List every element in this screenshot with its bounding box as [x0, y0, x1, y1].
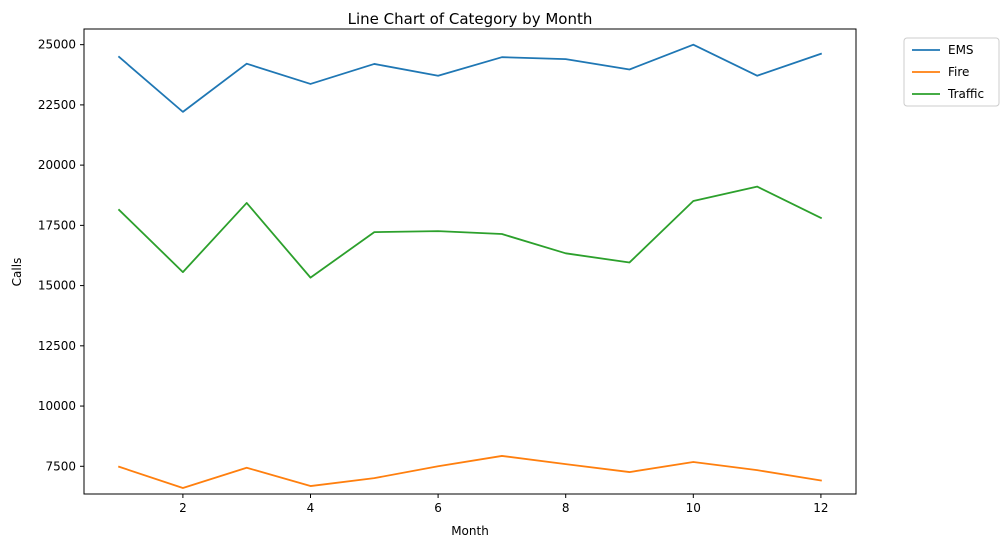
series-line-fire [117, 455, 822, 489]
legend-label-fire: Fire [948, 65, 969, 79]
x-tick-label: 8 [562, 501, 570, 515]
y-tick-label: 25000 [38, 38, 76, 52]
y-tick-label: 17500 [38, 218, 76, 232]
legend-box [903, 37, 1000, 107]
x-tick-label: 2 [179, 501, 187, 515]
legend: EMS Fire Traffic [903, 37, 1000, 107]
x-axis-label: Month [451, 524, 489, 538]
x-tick-label: 4 [307, 501, 315, 515]
x-tick-label: 10 [686, 501, 701, 515]
y-tick-label: 20000 [38, 158, 76, 172]
y-tick-label: 22500 [38, 98, 76, 112]
y-tick-label: 10000 [38, 399, 76, 413]
y-tick-label: 12500 [38, 339, 76, 353]
plot-frame [83, 28, 857, 495]
x-tick-label: 12 [813, 501, 828, 515]
y-axis-label: Calls [10, 258, 24, 287]
x-tick-label: 6 [434, 501, 442, 515]
legend-label-traffic: Traffic [947, 87, 984, 101]
y-tick-label: 7500 [45, 459, 76, 473]
chart-title: Line Chart of Category by Month [348, 10, 593, 28]
plot-area: 2 4 6 8 10 12 7500 10000 12500 15000 17500 20000 225… [38, 28, 857, 515]
legend-label-ems: EMS [948, 43, 974, 57]
y-tick-label: 15000 [38, 279, 76, 293]
series-line-ems [117, 43, 823, 113]
series-line-traffic [117, 185, 823, 279]
